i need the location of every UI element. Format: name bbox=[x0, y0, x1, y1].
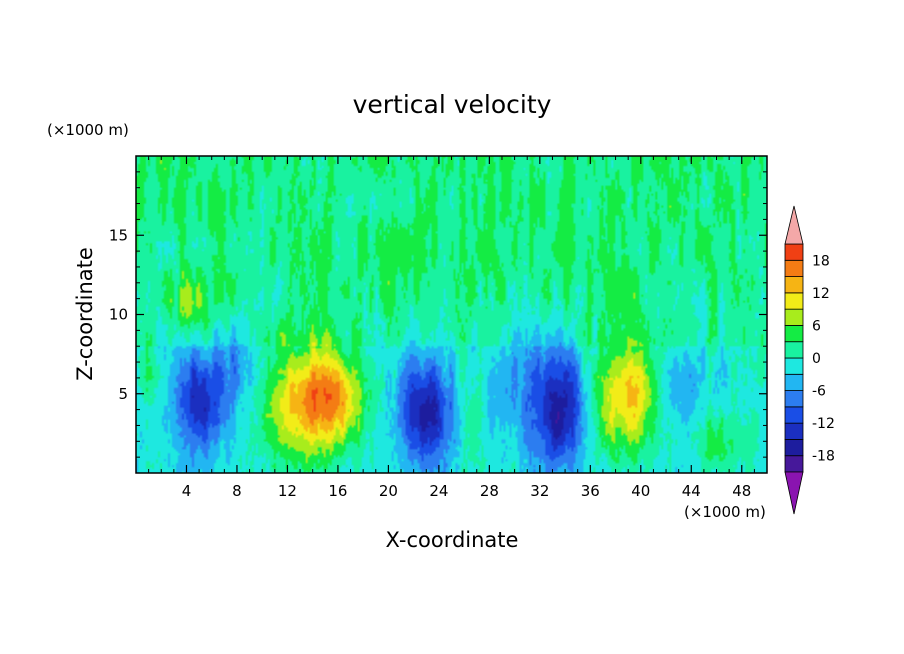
y-tick-label: 10 bbox=[109, 306, 128, 324]
x-tick-label: 8 bbox=[232, 482, 242, 500]
x-tick-label: 20 bbox=[379, 482, 398, 500]
x-tick-label: 36 bbox=[581, 482, 600, 500]
colorbar-label: -6 bbox=[812, 384, 826, 400]
colorbar-min-extension bbox=[784, 471, 804, 515]
x-tick-label: 16 bbox=[328, 482, 347, 500]
colorbar-box bbox=[784, 390, 804, 408]
x-tick-label: 28 bbox=[480, 482, 499, 500]
colorbar-box bbox=[784, 422, 804, 440]
x-tick-label: 32 bbox=[530, 482, 549, 500]
colorbar-box bbox=[784, 439, 804, 457]
colorbar-label: 12 bbox=[812, 286, 830, 302]
colorbar-box bbox=[784, 357, 804, 375]
y-tick-label: 5 bbox=[118, 385, 128, 403]
x-axis-label: X-coordinate bbox=[386, 528, 519, 552]
y-axis-ticks: 5 10 15 bbox=[109, 171, 767, 458]
x-tick-label: 44 bbox=[682, 482, 701, 500]
heatmap-field bbox=[136, 156, 767, 473]
x-tick-label: 4 bbox=[182, 482, 192, 500]
colorbar-box bbox=[784, 406, 804, 424]
colorbar-box bbox=[784, 325, 804, 343]
y-tick-label: 15 bbox=[109, 226, 128, 244]
colorbar: 18 12 6 0 -6 -12 -18 bbox=[784, 205, 835, 515]
colorbar-box bbox=[784, 276, 804, 294]
colorbar-box bbox=[784, 243, 804, 261]
x-axis-ticks: 4 8 12 16 20 24 28 32 36 40 44 48 bbox=[148, 156, 755, 500]
colorbar-box bbox=[784, 455, 804, 473]
y-unit-label: (×1000 m) bbox=[47, 121, 129, 139]
colorbar-box bbox=[784, 292, 804, 310]
colorbar-label: -18 bbox=[812, 449, 835, 465]
x-tick-label: 24 bbox=[429, 482, 448, 500]
colorbar-max-extension bbox=[784, 205, 804, 245]
x-tick-label: 40 bbox=[631, 482, 650, 500]
x-tick-label: 12 bbox=[278, 482, 297, 500]
chart-title: vertical velocity bbox=[353, 90, 552, 119]
colorbar-label: 6 bbox=[812, 318, 821, 334]
x-tick-label: 48 bbox=[732, 482, 751, 500]
colorbar-label: 18 bbox=[812, 253, 830, 269]
colorbar-box bbox=[784, 259, 804, 277]
colorbar-label: 0 bbox=[812, 351, 821, 367]
y-axis-label: Z-coordinate bbox=[73, 247, 97, 381]
colorbar-box bbox=[784, 341, 804, 359]
colorbar-label: -12 bbox=[812, 416, 835, 432]
colorbar-box bbox=[784, 373, 804, 391]
colorbar-box bbox=[784, 308, 804, 326]
x-unit-label: (×1000 m) bbox=[684, 503, 766, 521]
